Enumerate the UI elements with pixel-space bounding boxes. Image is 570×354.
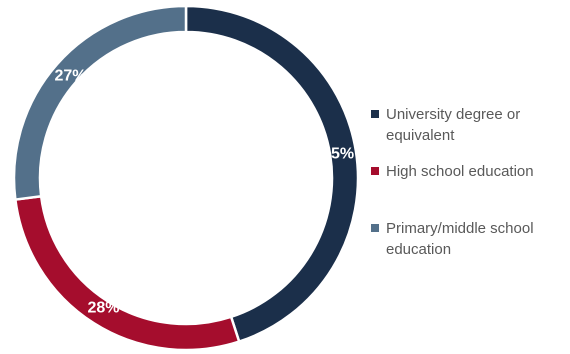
legend-label-high-school: High school education — [386, 161, 534, 182]
legend-item-primary: Primary/middle school education — [371, 218, 566, 260]
legend-swatch-high-school — [371, 167, 379, 175]
legend-label-university-line-2: equivalent — [386, 127, 455, 144]
legend-label-primary-line-1: Primary/middle school — [386, 220, 534, 237]
slice-label-primary: 27% — [54, 68, 86, 85]
slice-high-school — [13, 194, 241, 352]
legend-item-university: University degree or equivalent — [371, 104, 566, 146]
slice-primary — [12, 4, 188, 201]
legend-item-high-school: High school education — [371, 161, 566, 182]
legend-label-university: University degree or equivalent — [386, 104, 520, 146]
slice-university — [184, 4, 360, 344]
legend-swatch-primary — [371, 224, 379, 232]
legend-label-primary-line-2: education — [386, 241, 452, 258]
legend-label-university-line-1: University degree or — [386, 106, 521, 123]
slice-label-university: 45% — [322, 145, 354, 162]
legend-label-high-school-line-1: High school education — [386, 163, 534, 180]
legend-label-primary: Primary/middle school education — [386, 218, 534, 260]
slice-label-high-school: 28% — [87, 300, 119, 317]
legend-swatch-university — [371, 110, 379, 118]
